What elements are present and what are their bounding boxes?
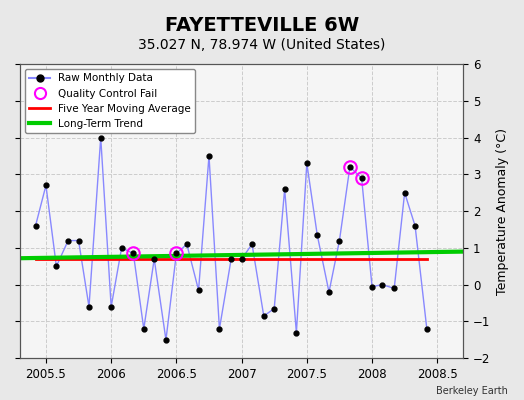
Text: 35.027 N, 78.974 W (United States): 35.027 N, 78.974 W (United States) xyxy=(138,38,386,52)
Text: Berkeley Earth: Berkeley Earth xyxy=(436,386,508,396)
Y-axis label: Temperature Anomaly (°C): Temperature Anomaly (°C) xyxy=(496,128,509,295)
Legend: Raw Monthly Data, Quality Control Fail, Five Year Moving Average, Long-Term Tren: Raw Monthly Data, Quality Control Fail, … xyxy=(25,69,195,133)
Text: FAYETTEVILLE 6W: FAYETTEVILLE 6W xyxy=(165,16,359,35)
